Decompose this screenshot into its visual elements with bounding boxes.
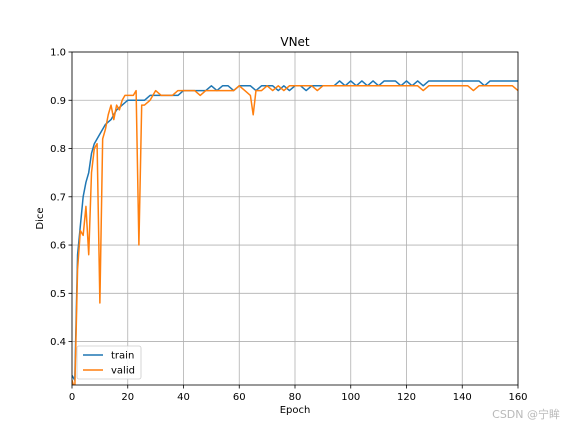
- y-tick-label: 0.4: [50, 337, 66, 348]
- x-tick-label: 0: [69, 392, 75, 403]
- x-ticks: 0 20 40 60 80 100 120 140 160: [69, 385, 528, 403]
- watermark: CSDN @宁眸: [492, 408, 560, 421]
- y-tick-label: 0.9: [50, 96, 66, 107]
- legend-label-valid: valid: [111, 366, 135, 377]
- x-tick-label: 140: [453, 392, 472, 403]
- y-axis-label: Dice: [35, 207, 46, 229]
- legend: train valid: [76, 345, 142, 380]
- series-line-valid: [72, 85, 518, 385]
- y-tick-label: 0.8: [50, 144, 66, 155]
- series-layer: [72, 80, 518, 385]
- y-tick-label: 0.6: [50, 241, 66, 252]
- x-tick-label: 40: [177, 392, 190, 403]
- gridlines: [71, 51, 519, 385]
- x-tick-label: 80: [289, 392, 302, 403]
- x-tick-label: 100: [341, 392, 360, 403]
- legend-label-train: train: [111, 351, 134, 362]
- x-tick-label: 120: [397, 392, 416, 403]
- y-tick-label: 0.5: [50, 289, 66, 300]
- y-tick-label: 0.7: [50, 192, 66, 203]
- x-tick-label: 20: [121, 392, 134, 403]
- y-ticks: 0.4 0.5 0.6 0.7 0.8 0.9 1.0: [50, 48, 72, 348]
- x-tick-label: 60: [233, 392, 246, 403]
- chart-title: VNet: [280, 35, 310, 49]
- y-tick-label: 1.0: [50, 48, 66, 59]
- x-tick-label: 160: [508, 392, 527, 403]
- x-axis-label: Epoch: [280, 405, 311, 416]
